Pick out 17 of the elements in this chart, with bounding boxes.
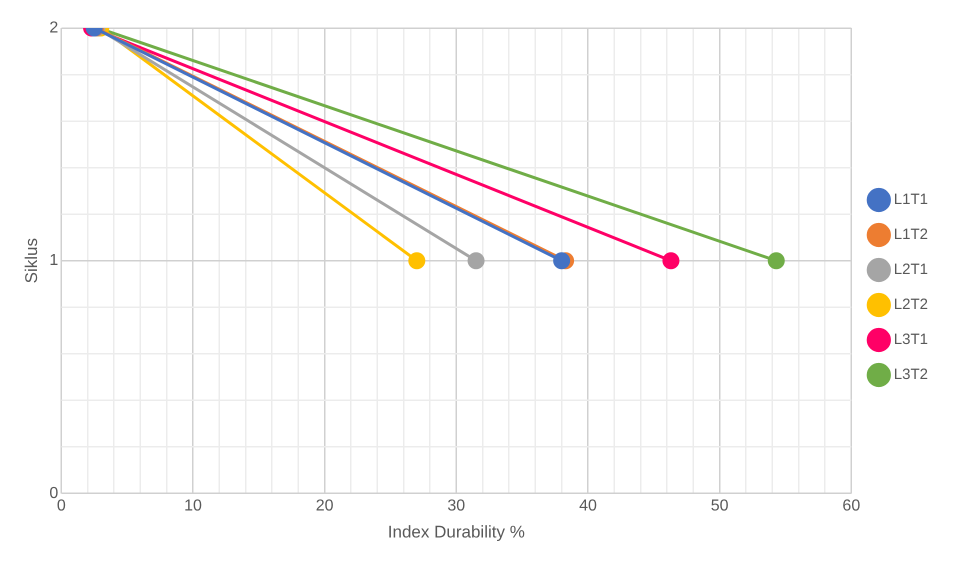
legend-label: L3T1 (894, 331, 928, 348)
x-tick-label: 60 (842, 497, 860, 514)
legend-label: L1T2 (894, 226, 928, 244)
legend-label: L2T1 (894, 261, 928, 278)
legend-label: L3T2 (894, 366, 928, 384)
y-tick-label: 0 (49, 484, 58, 502)
y-axis-title: Siklus (22, 238, 41, 284)
x-axis-title: Index Durability % (388, 522, 525, 542)
x-tick-label: 50 (710, 497, 729, 514)
x-tick-label: 40 (579, 497, 597, 514)
y-tick-label: 2 (49, 19, 58, 36)
x-tick-label: 10 (184, 497, 202, 514)
y-tick-label: 1 (49, 252, 58, 270)
legend-label: L1T1 (894, 191, 928, 208)
legend-label: L2T2 (894, 296, 928, 314)
x-tick-label: 20 (316, 497, 334, 514)
x-tick-label: 30 (447, 497, 466, 514)
